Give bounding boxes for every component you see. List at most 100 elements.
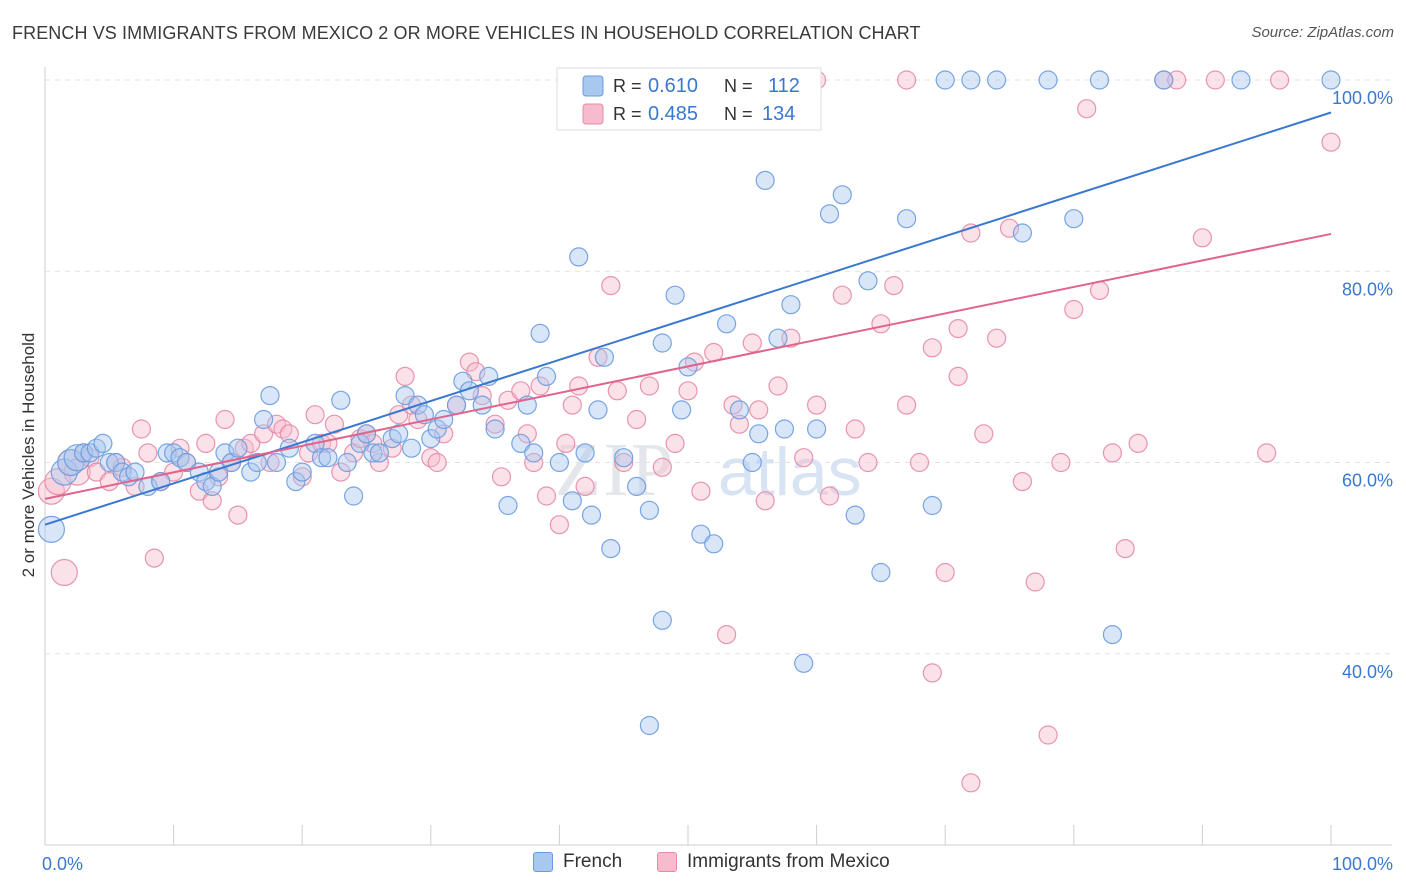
french-points [37, 70, 1341, 736]
scatter-point [138, 443, 158, 463]
scatter-point [1012, 472, 1033, 492]
scatter-point [549, 515, 570, 535]
grid-layer [45, 79, 1392, 655]
scatter-point [691, 524, 711, 544]
scatter-point [1038, 70, 1058, 90]
mexico-points [37, 70, 1341, 793]
scatter-point [678, 381, 698, 401]
scatter-point [401, 438, 422, 458]
y-tick-label: 80.0% [1342, 279, 1393, 299]
legend-n-label-mexico: N = [724, 104, 753, 124]
scatter-point [196, 433, 216, 453]
scatter-point [665, 285, 685, 305]
scatter-point [1192, 228, 1213, 248]
scatter-point [369, 443, 389, 463]
scatter-point [389, 424, 409, 444]
scatter-point [562, 491, 582, 511]
y-tick-label: 60.0% [1342, 471, 1393, 491]
scatter-point [536, 366, 557, 386]
scatter-point [1051, 452, 1071, 473]
scatter-point [896, 70, 917, 90]
scatter-point [896, 395, 917, 415]
legend-swatch [533, 852, 553, 872]
scatter-point [749, 424, 769, 444]
scatter-point [254, 424, 274, 444]
tick-labels: 40.0% 60.0% 80.0% 100.0% 0.0% 100.0% [42, 88, 1393, 874]
scatter-point [331, 390, 351, 410]
scatter-point [639, 715, 660, 736]
scatter-point [1089, 70, 1110, 90]
scatter-point [1257, 443, 1277, 463]
scatter-point [774, 419, 795, 439]
scatter-point [228, 438, 248, 458]
scatter-point [871, 562, 891, 583]
legend-swatch [657, 852, 677, 872]
scatter-point [324, 414, 344, 434]
scatter-point [794, 653, 814, 673]
scatter-point [202, 491, 222, 511]
scatter-point [511, 433, 531, 453]
scatter-point [427, 419, 447, 439]
scatter-point [781, 295, 801, 315]
scatter-point [93, 433, 113, 453]
scatter-point [742, 333, 762, 353]
scatter-point [1154, 70, 1174, 90]
scatter-point [279, 424, 299, 444]
scatter-point [511, 381, 531, 401]
scatter-point [806, 419, 827, 439]
legend-label-mexico: Immigrants from Mexico [687, 851, 890, 872]
scatter-point [1205, 70, 1225, 90]
scatter-point [569, 376, 589, 396]
scatter-point [665, 433, 685, 453]
scatter-point [607, 381, 627, 401]
scatter-point [1038, 725, 1058, 745]
scatter-point [806, 395, 827, 415]
scatter-point [472, 395, 492, 415]
scatter-point [569, 247, 589, 267]
legend-r-value-mexico: 0.485 [648, 103, 698, 125]
scatter-point [755, 491, 775, 511]
scatter-point [935, 70, 955, 90]
axes-layer [44, 67, 1392, 846]
y-tick-label: 100.0% [1332, 88, 1393, 108]
scatter-point [344, 443, 364, 463]
scatter-point [530, 376, 550, 396]
scatter-point [266, 452, 287, 473]
bottom-legend: French Immigrants from Mexico [0, 851, 1406, 877]
scatter-point [254, 409, 274, 430]
scatter-point [1025, 572, 1045, 592]
scatter-point [601, 538, 621, 559]
legend-n-value-french: 112 [768, 75, 800, 97]
scatter-point [819, 486, 840, 506]
scatter-point [922, 338, 942, 358]
scatter-point [858, 452, 878, 473]
scatter-point [922, 663, 942, 683]
scatter-point [832, 185, 852, 205]
scatter-point [524, 443, 544, 463]
scatter-point [588, 400, 608, 420]
watermark-atlas: atlas [718, 434, 862, 510]
scatter-point [871, 314, 891, 334]
y-tick-label: 40.0% [1342, 662, 1393, 682]
legend-r-label-french: R = [613, 76, 642, 96]
scatter-point [716, 314, 737, 334]
scatter-point [434, 409, 454, 430]
scatter-point [73, 443, 94, 463]
scatter-point [614, 448, 634, 468]
scatter-point [768, 376, 788, 396]
scatter-point [1089, 280, 1110, 300]
scatter-point [986, 328, 1007, 348]
scatter-point [986, 70, 1007, 90]
legend-item-french: French [533, 851, 622, 873]
scatter-point [1102, 624, 1123, 645]
scatter-point [909, 452, 930, 473]
scatter-point [896, 209, 917, 229]
scatter-point [729, 414, 750, 434]
scatter-point [337, 452, 357, 473]
scatter-point [363, 443, 383, 463]
scatter-point [1064, 209, 1084, 229]
scatter-point [755, 170, 775, 190]
scatter-point [37, 515, 66, 544]
legend-label-french: French [563, 851, 623, 872]
scatter-point [652, 457, 672, 477]
